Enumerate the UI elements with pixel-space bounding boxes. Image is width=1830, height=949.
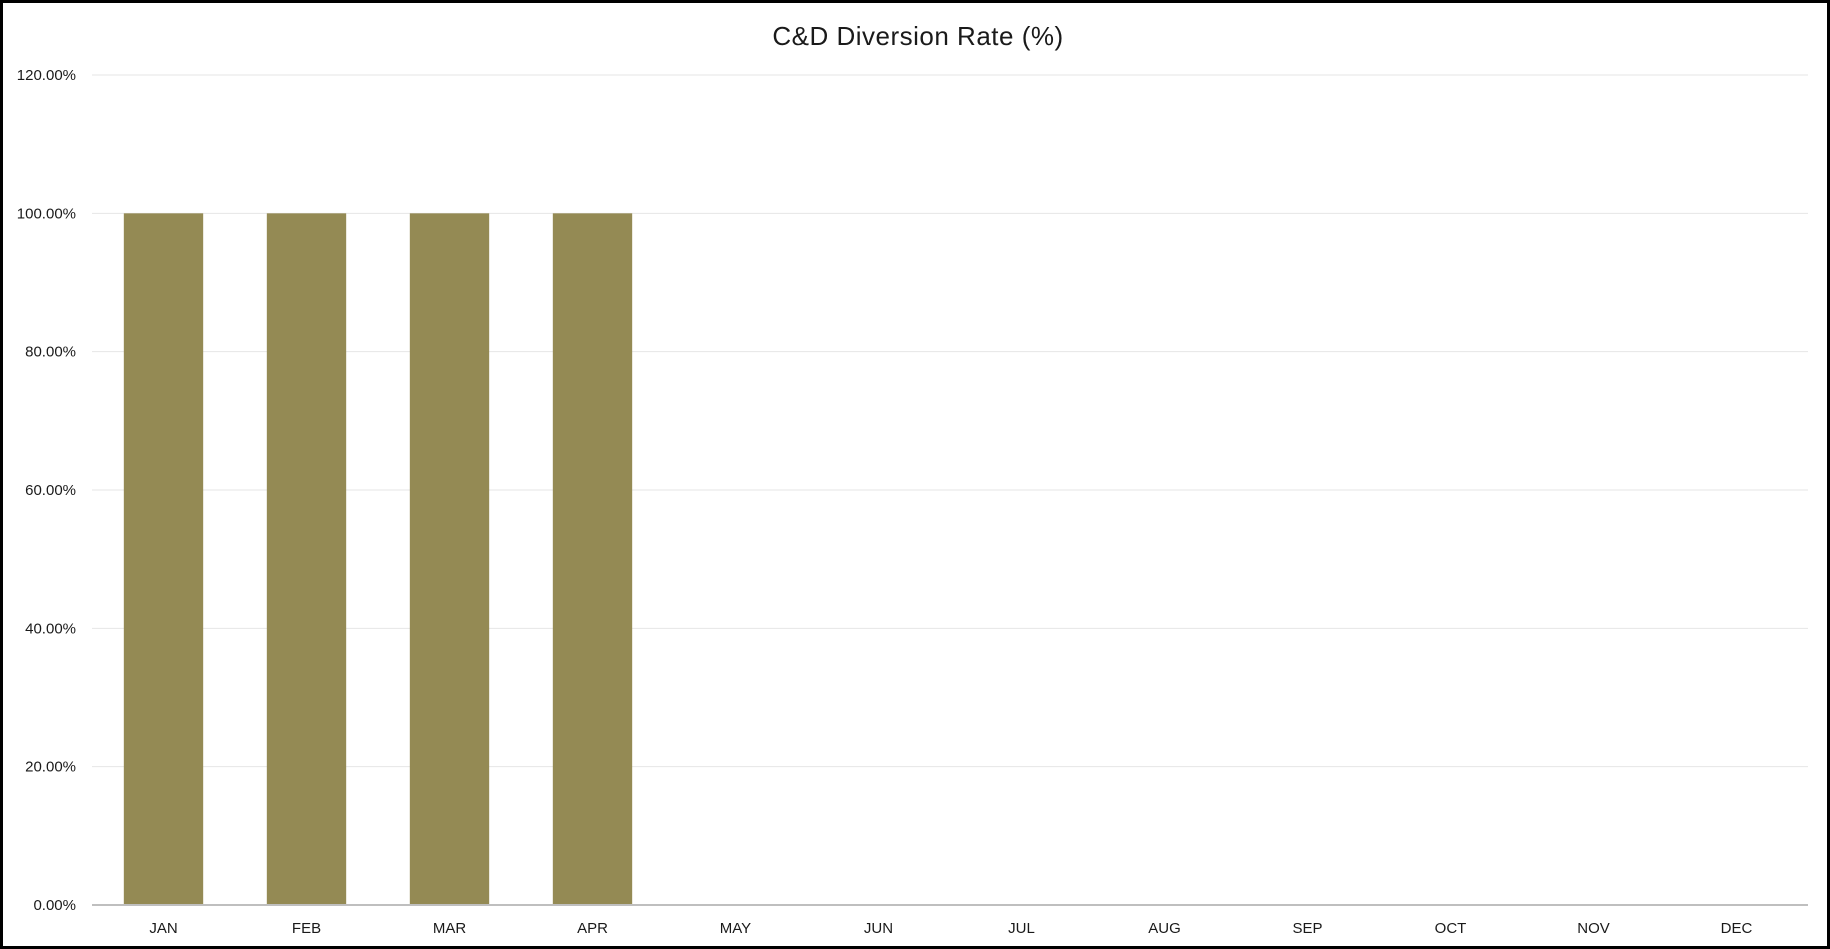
bar-feb <box>266 213 347 906</box>
gridlines <box>92 74 1808 768</box>
bars <box>123 213 633 906</box>
x-tick-label: FEB <box>292 920 321 937</box>
bar-jan <box>123 213 204 906</box>
x-tick-label: JUL <box>1008 920 1035 937</box>
y-tick-label: 0.00% <box>33 897 76 914</box>
y-tick-label: 40.00% <box>25 620 76 637</box>
x-tick-label: MAY <box>720 920 751 937</box>
x-tick-label: NOV <box>1577 920 1610 937</box>
x-tick-label: AUG <box>1148 920 1181 937</box>
y-tick-label: 80.00% <box>25 344 76 361</box>
y-tick-label: 100.00% <box>17 205 76 222</box>
y-tick-label: 60.00% <box>25 482 76 499</box>
x-tick-label: MAR <box>433 920 467 937</box>
x-tick-label: JUN <box>864 920 893 937</box>
bar-apr <box>552 213 633 906</box>
x-tick-label: JAN <box>149 920 177 937</box>
x-tick-label: APR <box>577 920 608 937</box>
x-tick-label: DEC <box>1721 920 1753 937</box>
y-tick-label: 20.00% <box>25 759 76 776</box>
chart-title: C&D Diversion Rate (%) <box>772 21 1064 51</box>
x-tick-label: SEP <box>1292 920 1322 937</box>
y-tick-label: 120.00% <box>17 67 76 84</box>
y-axis-tick-labels: 0.00% 20.00% 40.00% 60.00% 80.00% 100.00% 120.… <box>17 67 76 914</box>
x-axis-tick-labels: JAN FEB MAR APR MAY JUN JUL AUG SEP OCT NOV DEC <box>149 920 1752 937</box>
bar-mar <box>409 213 490 906</box>
x-tick-label: OCT <box>1435 920 1467 937</box>
